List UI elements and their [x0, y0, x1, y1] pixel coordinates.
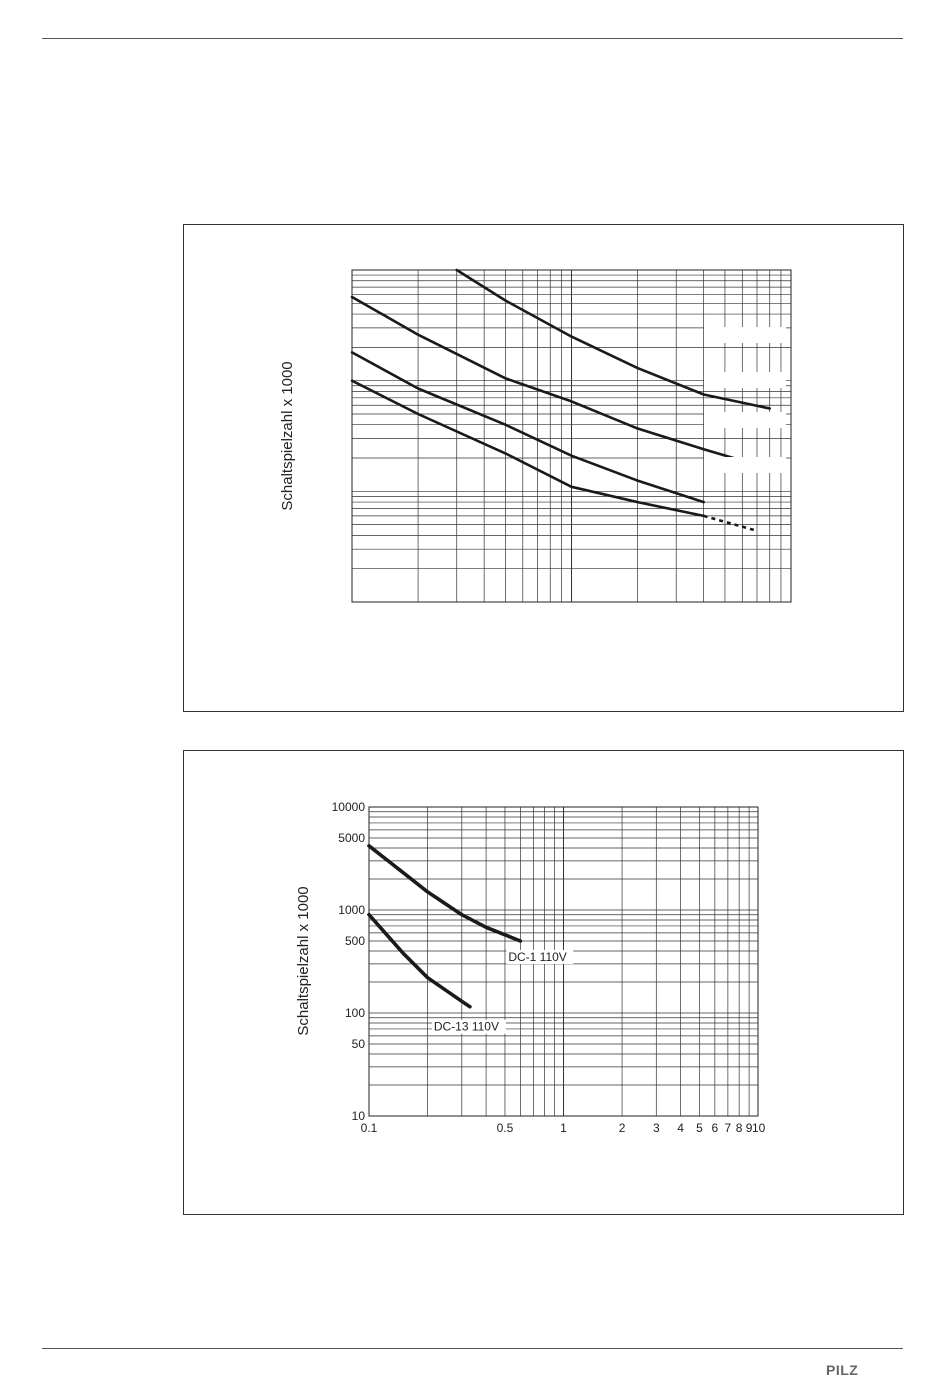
- footer-rule: [42, 1348, 903, 1349]
- curve-series-2: [350, 295, 771, 470]
- curve-series-2: [367, 912, 472, 1009]
- chart-ac-life: Schaltspielzahl x 1000: [279, 268, 792, 603]
- legend-label-mask: [704, 412, 786, 428]
- y-tick-label: 5000: [338, 831, 365, 845]
- x-tick-label: 8: [736, 1121, 743, 1135]
- plot-frame: [368, 806, 759, 1117]
- curve-series-3: [350, 351, 705, 504]
- x-tick-label: 4: [677, 1121, 684, 1135]
- y-tick-label: 500: [345, 934, 365, 948]
- legend-label-mask: [704, 327, 786, 343]
- chart-panel-ac: Schaltspielzahl x 1000: [183, 224, 904, 712]
- y-axis-label: Schaltspielzahl x 1000: [279, 361, 296, 510]
- y-tick-label: 1000: [338, 903, 365, 917]
- series-label-bg: [506, 950, 574, 965]
- header-rule: [42, 38, 903, 39]
- series-label: DC-1 110V: [508, 950, 566, 964]
- x-tick-label: 1: [560, 1121, 567, 1135]
- y-tick-label: 10000: [332, 800, 366, 814]
- chart-panel-dc: Schaltspielzahl x 1000 10000 5000 1000 500 10…: [183, 750, 904, 1215]
- chart-dc-life: Schaltspielzahl x 1000100005000100050010…: [295, 800, 766, 1135]
- x-tick-label: 0.5: [497, 1121, 514, 1135]
- x-tick-label: 10: [752, 1121, 766, 1135]
- series-label-bg: [431, 1019, 506, 1034]
- x-tick-label: 5: [696, 1121, 703, 1135]
- x-tick-label: 3: [653, 1121, 660, 1135]
- x-tick-label: 9: [746, 1121, 753, 1135]
- curve-series-1: [367, 844, 523, 943]
- x-tick-label: 2: [619, 1121, 626, 1135]
- pilz-logo: PILZ: [826, 1362, 859, 1378]
- y-tick-label: 10: [352, 1109, 366, 1123]
- y-tick-label: 100: [345, 1006, 365, 1020]
- x-tick-label: 6: [712, 1121, 719, 1135]
- curve-series-4: [350, 379, 705, 518]
- legend-label-mask: [704, 457, 786, 473]
- series-label: DC-13 110V: [434, 1020, 499, 1034]
- curve-dashed-tail: [703, 514, 758, 533]
- x-tick-label: 0.1: [361, 1121, 378, 1135]
- plot-frame: [351, 269, 792, 603]
- x-tick-label: 7: [725, 1121, 732, 1135]
- y-tick-label: 50: [352, 1037, 366, 1051]
- plot-grid: [351, 269, 792, 603]
- legend-label-mask: [704, 372, 786, 388]
- y-axis-label: Schaltspielzahl x 1000: [295, 886, 312, 1035]
- curve-series-1: [455, 268, 771, 410]
